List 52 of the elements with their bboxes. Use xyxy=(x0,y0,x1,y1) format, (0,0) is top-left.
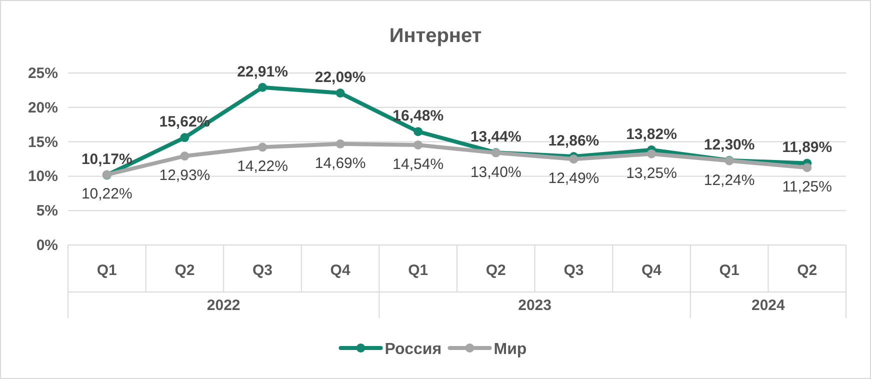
x-tick-label: Q3 xyxy=(252,262,273,279)
point xyxy=(336,88,345,98)
point xyxy=(180,133,190,142)
legend-label: Мир xyxy=(494,341,527,358)
data-label: 16,48% xyxy=(392,108,444,125)
x-tick-label: Q4 xyxy=(330,262,351,279)
x-tick-label: Q4 xyxy=(641,262,662,279)
text: 2023 xyxy=(518,297,552,314)
data-label: 14,69% xyxy=(314,154,366,172)
data-label: 13,40% xyxy=(470,164,522,181)
data-label: 14,22% xyxy=(237,158,288,176)
x-tick-label: Q3 xyxy=(564,262,584,279)
data-label: 22,09% xyxy=(314,69,366,86)
data-label: 12,86% xyxy=(548,132,600,150)
y-tick-label: 5% xyxy=(36,202,58,220)
data-label: 13,82% xyxy=(626,126,677,143)
data-label: 11,89% xyxy=(782,139,832,156)
legend-label: Россия xyxy=(384,341,442,358)
text: 2024 xyxy=(752,297,786,314)
data-label: 10,17% xyxy=(81,151,132,168)
point xyxy=(180,152,190,161)
data-label: 12,49% xyxy=(548,170,600,188)
y-tick-label: 0% xyxy=(36,237,58,254)
x-tick-label: Q1 xyxy=(408,262,428,279)
y-tick-label: 15% xyxy=(28,134,58,151)
point xyxy=(414,140,423,150)
point xyxy=(336,139,345,148)
point xyxy=(802,163,812,172)
y-tick-label: 10% xyxy=(28,168,58,186)
point xyxy=(258,142,267,152)
chart-title: Интернет xyxy=(389,25,482,47)
y-tick-label: 20% xyxy=(28,99,58,116)
data-label: 14,54% xyxy=(392,156,444,173)
x-tick-label: Q1 xyxy=(719,262,740,279)
point xyxy=(647,149,656,158)
x-tick-label: Q2 xyxy=(797,262,818,279)
data-label: 13,44% xyxy=(470,128,522,146)
data-label: 13,25% xyxy=(626,164,677,182)
x-tick-label: Q2 xyxy=(174,262,195,279)
data-label: 12,24% xyxy=(704,172,755,189)
point xyxy=(258,82,267,92)
point xyxy=(569,154,578,164)
data-label: 11,25% xyxy=(782,178,832,196)
data-label: 22,91% xyxy=(237,63,288,80)
y-tick-label: 25% xyxy=(28,65,58,82)
data-label: 10,22% xyxy=(81,186,132,203)
x-tick-label: Q2 xyxy=(486,262,506,279)
x-tick-label: Q1 xyxy=(96,262,117,279)
data-label: 12,30% xyxy=(704,136,755,154)
data-label: 12,93% xyxy=(159,167,210,184)
point xyxy=(414,127,423,136)
text: 2022 xyxy=(206,297,240,314)
